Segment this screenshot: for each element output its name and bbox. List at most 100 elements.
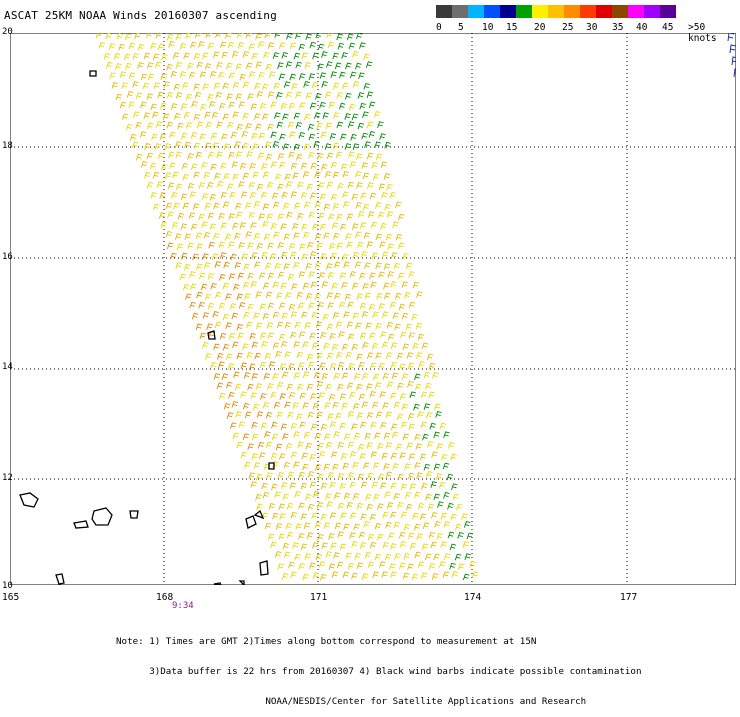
wind-barb xyxy=(340,512,347,520)
wind-barb xyxy=(321,542,328,550)
wind-barb xyxy=(357,473,364,481)
wind-barb xyxy=(346,241,353,249)
wind-barb xyxy=(338,301,346,309)
wind-barb xyxy=(248,472,255,479)
wind-barb xyxy=(239,162,247,170)
wind-barb xyxy=(272,342,280,350)
wind-barb xyxy=(332,203,340,210)
wind-barb xyxy=(293,341,300,348)
wind-barb xyxy=(326,152,334,160)
wind-barb xyxy=(213,202,220,210)
wind-barb xyxy=(366,503,373,511)
wind-barb xyxy=(277,242,285,249)
wind-barb xyxy=(397,501,404,509)
wind-barb xyxy=(277,271,285,279)
wind-barb xyxy=(282,113,289,121)
wind-barb xyxy=(340,163,348,171)
wind-barb xyxy=(212,51,220,59)
wind-barb xyxy=(187,62,194,70)
wind-barb xyxy=(205,33,212,39)
wind-barb xyxy=(264,33,271,39)
wind-barb xyxy=(190,283,197,291)
wind-barb xyxy=(372,311,379,318)
wind-barb xyxy=(326,181,334,189)
wind-barb xyxy=(281,572,289,580)
wind-barb xyxy=(280,282,288,290)
wind-barb xyxy=(310,393,317,400)
legend-labels: 0 5 10 15 20 25 30 35 40 45 >50 knots xyxy=(436,22,736,44)
wind-barb xyxy=(359,453,366,460)
wind-barb xyxy=(298,533,305,540)
wind-barb xyxy=(449,562,456,570)
wind-barb xyxy=(405,323,413,331)
wind-barb xyxy=(330,451,338,459)
wind-barb xyxy=(95,33,103,38)
lon-label: 174 xyxy=(464,592,482,603)
wind-barb xyxy=(211,111,219,119)
wind-barb xyxy=(255,473,263,481)
wind-barb xyxy=(210,132,218,140)
wind-barb xyxy=(366,442,373,449)
wind-barb xyxy=(352,51,359,58)
wind-barb xyxy=(207,151,215,159)
wind-barb xyxy=(189,191,197,198)
wind-barb xyxy=(321,281,329,288)
wind-barb xyxy=(295,61,302,69)
wind-barb xyxy=(428,391,436,399)
wind-barb xyxy=(191,312,199,320)
wind-barb xyxy=(232,432,240,440)
wind-barb xyxy=(288,102,296,110)
wind-barb xyxy=(211,253,219,261)
legend-swatch xyxy=(564,5,580,18)
wind-barb xyxy=(329,421,337,428)
wind-barb xyxy=(195,323,203,331)
wind-barb xyxy=(121,82,128,89)
wind-barb xyxy=(397,473,404,481)
wind-barb xyxy=(422,433,429,441)
wind-barb xyxy=(438,561,446,568)
wind-barb xyxy=(151,133,158,141)
wind-barb xyxy=(242,402,250,410)
wind-barb xyxy=(337,502,345,510)
wind-barb xyxy=(287,273,295,281)
wind-barb xyxy=(292,402,299,409)
wind-barb xyxy=(288,151,295,159)
legend-swatch xyxy=(548,5,564,18)
wind-barb xyxy=(345,351,353,359)
wind-barb xyxy=(262,83,269,91)
wind-barb xyxy=(412,281,420,289)
wind-barb xyxy=(226,381,233,389)
wind-barb xyxy=(390,511,397,519)
wind-barb xyxy=(318,561,326,568)
wind-barb xyxy=(390,342,398,349)
wind-barb xyxy=(424,553,432,561)
wind-barb xyxy=(439,481,446,489)
wind-barb xyxy=(422,522,430,529)
wind-barb xyxy=(362,203,370,211)
wind-barb xyxy=(387,333,395,341)
wind-barb xyxy=(379,391,386,398)
wind-barb xyxy=(369,391,376,398)
wind-barb xyxy=(390,571,397,578)
wind-barb xyxy=(306,183,314,191)
wind-barb xyxy=(347,472,355,479)
wind-barb xyxy=(311,312,318,319)
wind-barb xyxy=(398,531,406,539)
wind-barb xyxy=(274,551,282,558)
wind-barb xyxy=(356,353,363,361)
wind-barb xyxy=(218,361,225,368)
wind-barb xyxy=(263,373,271,380)
wind-barb xyxy=(242,343,249,350)
wind-barb xyxy=(188,71,196,79)
wind-barb xyxy=(414,551,421,559)
wind-barb xyxy=(440,512,448,520)
wind-barb xyxy=(220,222,228,230)
wind-barb xyxy=(309,332,316,340)
wind-barb xyxy=(155,61,162,69)
wind-barb xyxy=(193,171,200,179)
wind-barb xyxy=(383,263,391,270)
wind-barb xyxy=(315,321,323,329)
wind-barb xyxy=(126,91,134,98)
wind-barb xyxy=(309,192,317,200)
wind-barb xyxy=(229,303,237,310)
